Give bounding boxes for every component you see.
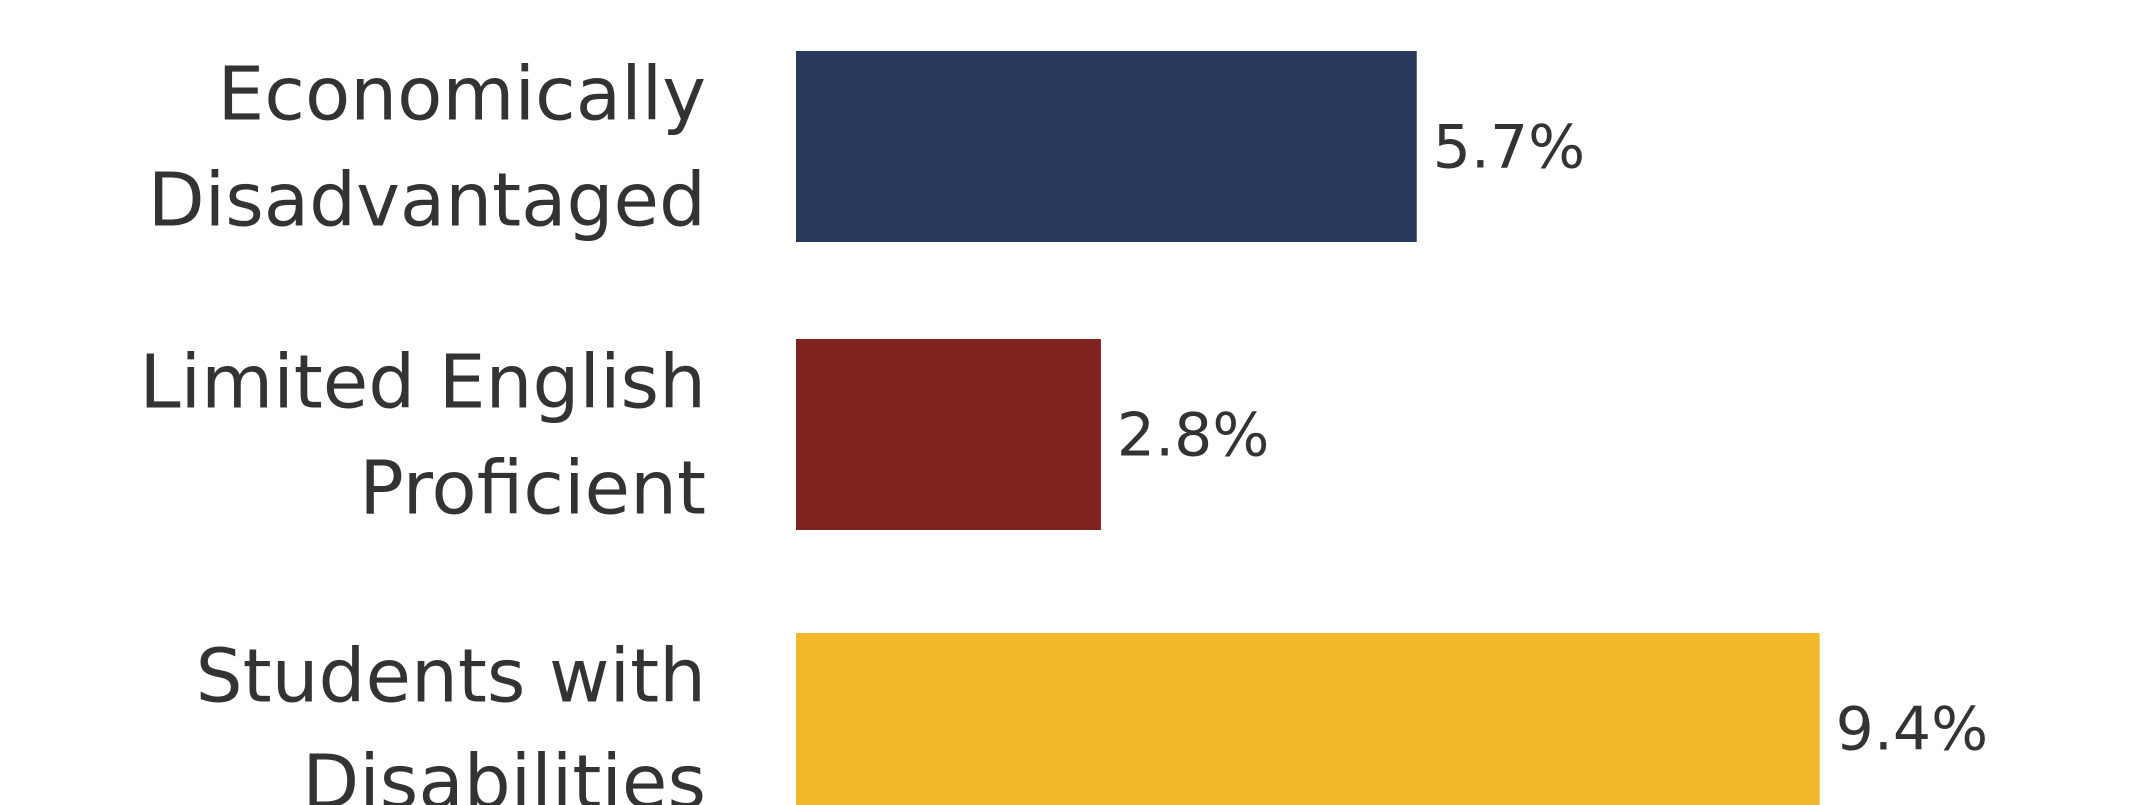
category-label-limited-english-proficient: Limited English Proficient	[139, 340, 706, 532]
value-label-limited-english-proficient: 2.8%	[1117, 401, 1269, 471]
category-label-line: Economically	[218, 52, 706, 138]
category-label-students-with-disabilities: Students with Disabilities	[196, 634, 706, 805]
value-label-students-with-disabilities: 9.4%	[1836, 695, 1988, 765]
category-label-line: Disabilities	[302, 740, 706, 805]
category-label-line: Proficient	[359, 446, 706, 532]
category-labels: Economically Disadvantaged Limited English…	[139, 52, 706, 805]
bar-economically-disadvantaged	[796, 51, 1417, 242]
category-label-line: Disadvantaged	[148, 158, 706, 244]
bar-students-with-disabilities	[796, 633, 1820, 805]
bar-limited-english-proficient	[796, 339, 1101, 530]
bars	[796, 51, 1820, 805]
category-label-economically-disadvantaged: Economically Disadvantaged	[148, 52, 706, 244]
category-label-line: Students with	[196, 634, 706, 720]
value-label-economically-disadvantaged: 5.7%	[1433, 113, 1585, 183]
value-labels: 5.7% 2.8% 9.4%	[1117, 113, 1988, 765]
category-label-line: Limited English	[139, 340, 706, 426]
